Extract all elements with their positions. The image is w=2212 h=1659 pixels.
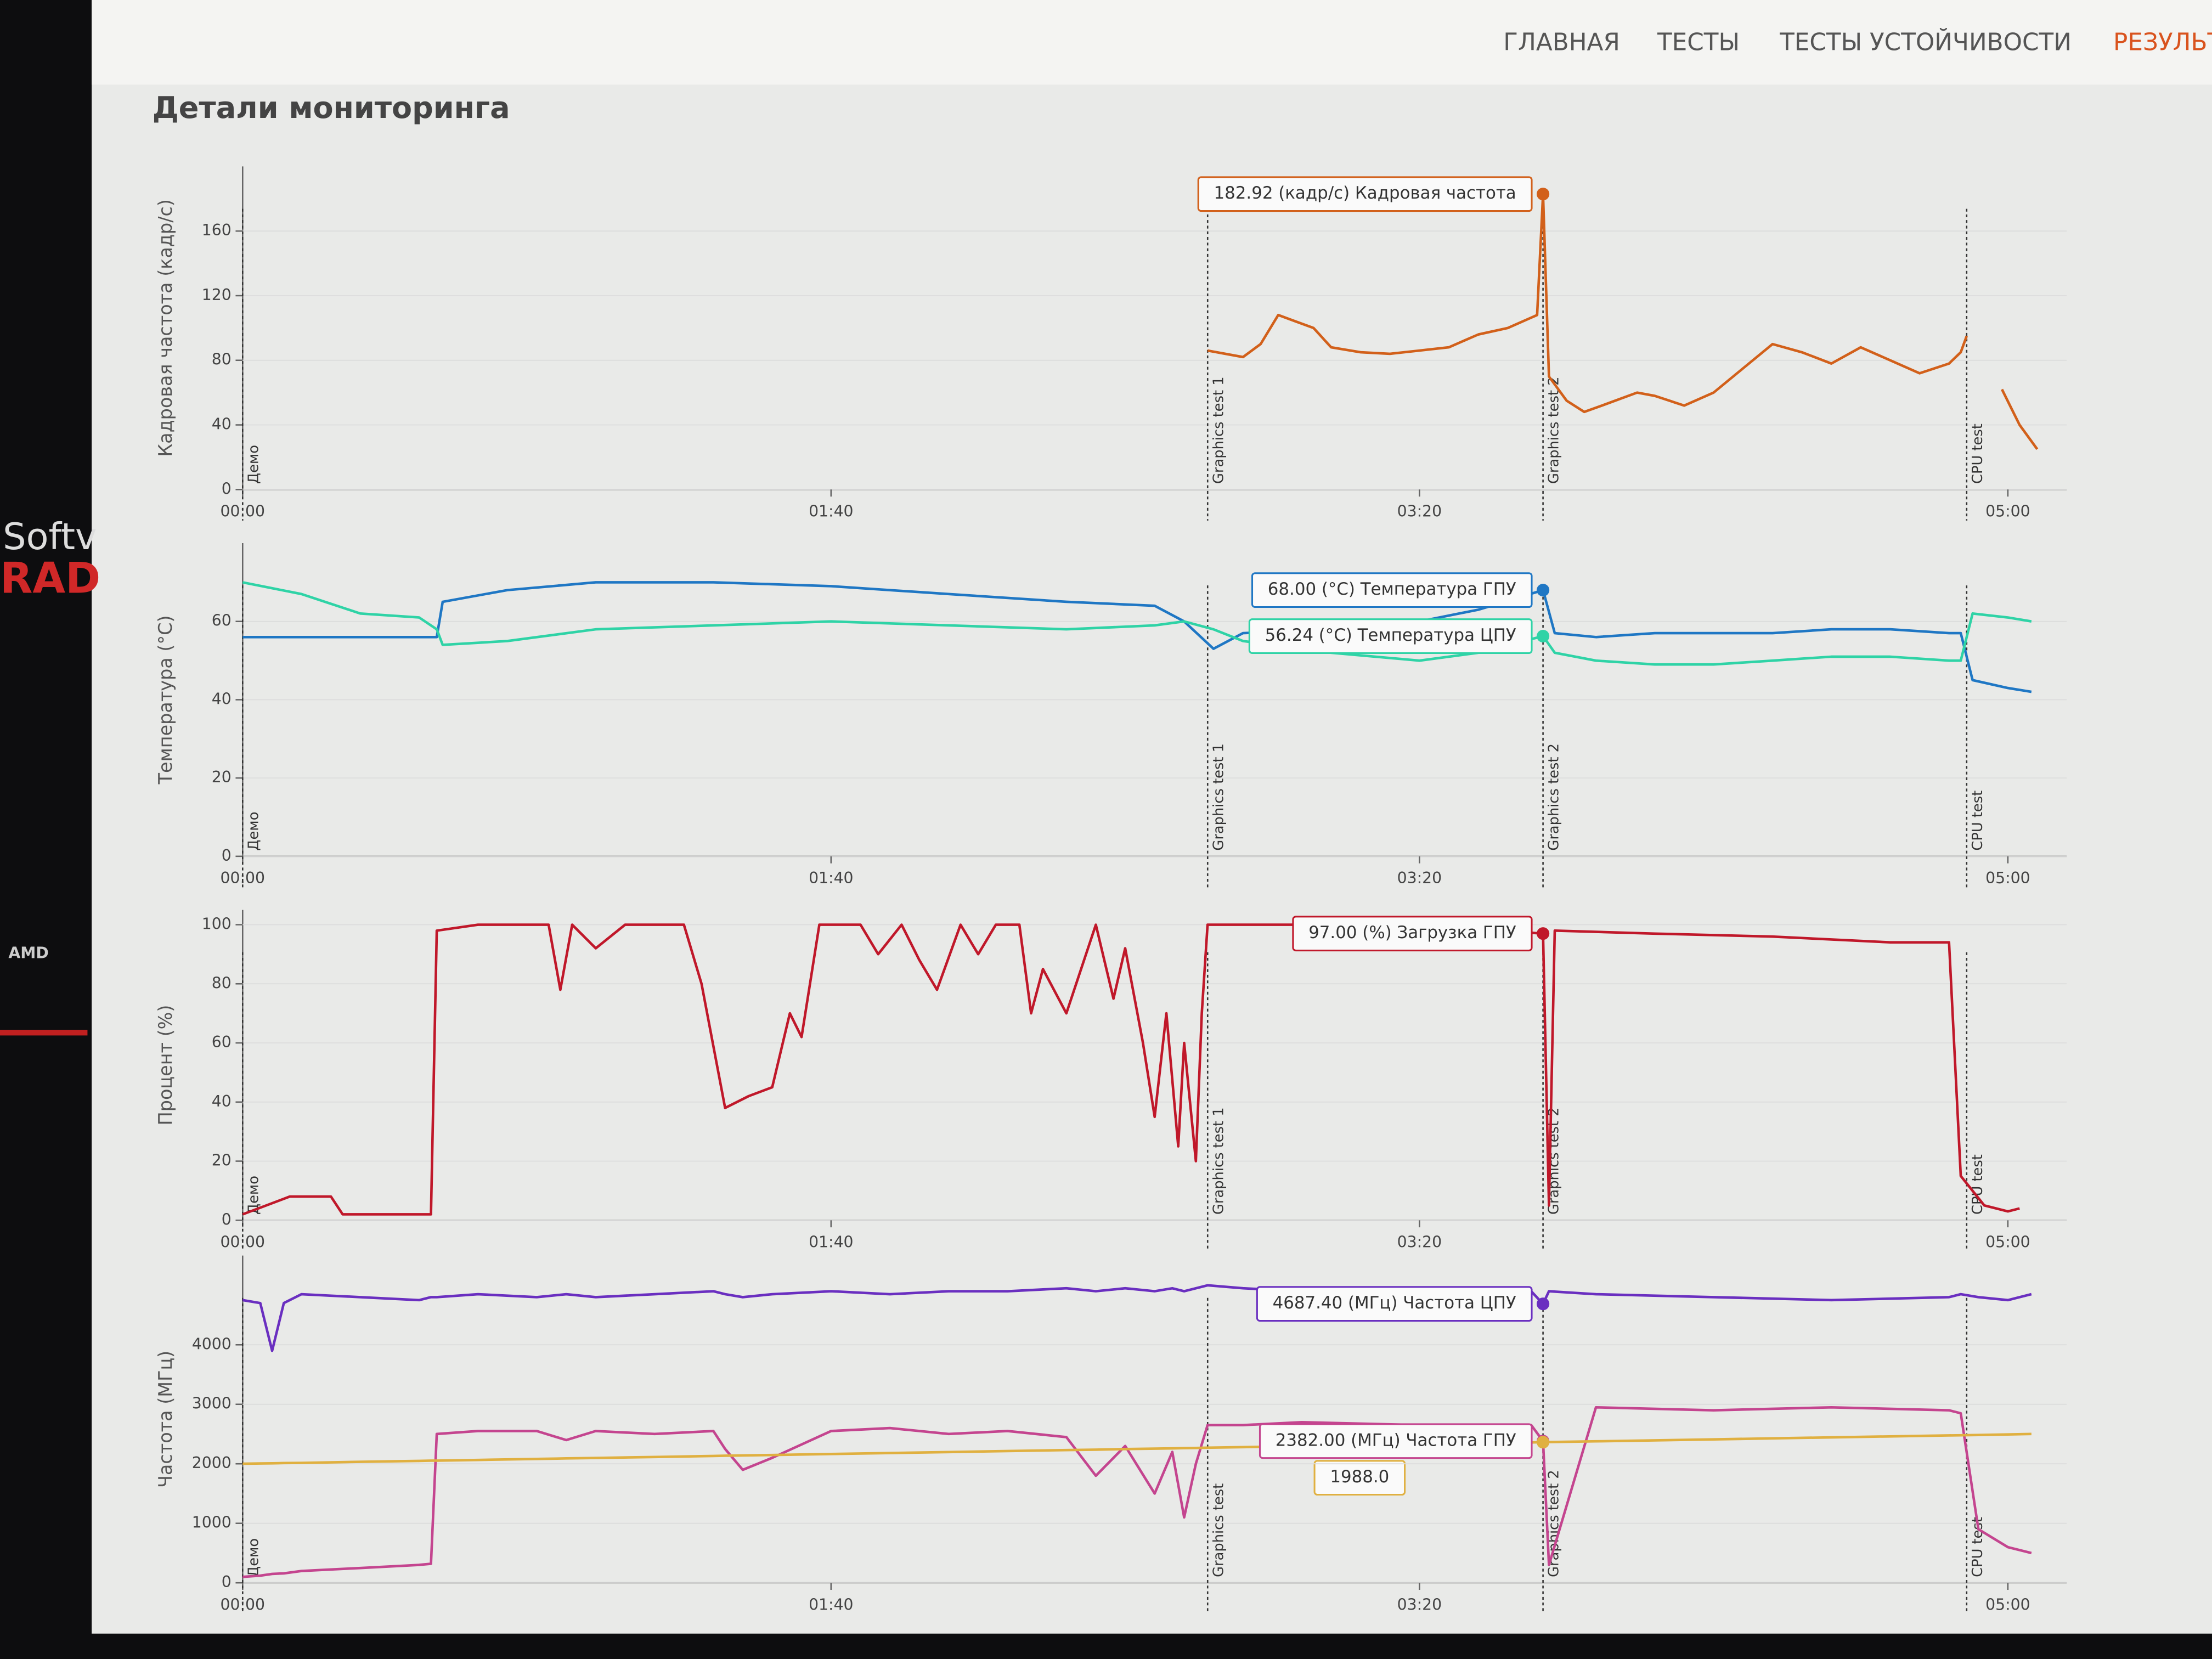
- x-tick-label: 05:00: [1985, 1595, 2030, 1613]
- tooltip-box: [1259, 1423, 1533, 1459]
- tooltip-text: 68.00 (°C) Температура ГПУ: [1268, 579, 1516, 599]
- y-tick-label: 0: [222, 479, 232, 498]
- tooltip-text: 4687.40 (МГц) Частота ЦПУ: [1273, 1293, 1516, 1313]
- x-tick-label: 01:40: [809, 502, 853, 520]
- hover-point: [1537, 1436, 1550, 1449]
- y-axis-title: Частота (МГц): [155, 1351, 176, 1488]
- tooltip-box: [1256, 1286, 1533, 1322]
- test-marker-label: Graphics test 2: [1546, 743, 1562, 851]
- x-tick-label: 00:00: [221, 869, 265, 887]
- test-marker-label: CPU test: [1970, 791, 1986, 851]
- y-tick-label: 1000: [192, 1514, 232, 1532]
- y-tick-label: 20: [212, 768, 232, 786]
- series-line: [242, 1406, 2032, 1578]
- top-nav: [92, 0, 2212, 85]
- nav-link[interactable]: ТЕСТЫ УСТОЙЧИВОСТИ: [1779, 27, 2072, 57]
- y-tick-label: 2000: [192, 1454, 232, 1472]
- y-tick-label: 160: [202, 221, 232, 239]
- y-axis-title: Кадровая частота (кадр/с): [155, 199, 176, 456]
- series-line: [242, 1432, 2032, 1465]
- x-tick-label: 01:40: [809, 1233, 853, 1251]
- test-marker-label: CPU test: [1970, 424, 1986, 484]
- hover-point: [1537, 1297, 1550, 1311]
- x-tick-label: 05:00: [1985, 1233, 2030, 1251]
- tooltip-box: [1248, 618, 1533, 654]
- hover-point: [1537, 927, 1550, 940]
- tooltip-text: 97.00 (%) Загрузка ГПУ: [1308, 923, 1516, 943]
- x-tick-label: 05:00: [1985, 869, 2030, 887]
- nav-link[interactable]: ГЛАВНАЯ: [1503, 29, 1620, 57]
- y-tick-label: 40: [212, 1092, 232, 1110]
- y-tick-label: 60: [212, 1033, 232, 1051]
- test-marker-label: Graphics test 1: [1210, 1107, 1227, 1215]
- y-tick-label: 20: [212, 1152, 232, 1170]
- tooltip-box: [1292, 916, 1533, 952]
- y-tick-label: 4000: [192, 1335, 232, 1353]
- background-text: AMD: [8, 944, 48, 962]
- series-line: [242, 923, 2020, 1216]
- x-tick-label: 03:20: [1397, 869, 1442, 887]
- hover-point: [1537, 188, 1550, 201]
- y-tick-label: 3000: [192, 1395, 232, 1413]
- test-marker-label: Демо: [245, 1538, 262, 1577]
- y-tick-label: 100: [202, 915, 232, 933]
- test-marker-label: Graphics test: [1210, 1483, 1227, 1577]
- y-tick-label: 80: [212, 974, 232, 992]
- y-tick-label: 0: [222, 1573, 232, 1591]
- tooltip-text: 2382.00 (МГц) Частота ГПУ: [1276, 1430, 1516, 1450]
- y-tick-label: 0: [222, 847, 232, 865]
- tooltip-box: [1197, 176, 1533, 212]
- x-tick-label: 03:20: [1397, 1595, 1442, 1613]
- nav-link[interactable]: РЕЗУЛЬТ: [2113, 29, 2212, 57]
- x-tick-label: 03:20: [1397, 1233, 1442, 1251]
- y-tick-label: 120: [202, 286, 232, 304]
- tooltip-box: [1313, 1460, 1406, 1496]
- test-marker-label: Демо: [245, 445, 262, 484]
- y-tick-label: 80: [212, 351, 232, 369]
- background-stripe: [0, 1030, 88, 1036]
- page-title: Детали мониторинга: [153, 91, 510, 125]
- tooltip-box: [1251, 572, 1533, 608]
- test-marker-label: Graphics test 2: [1546, 376, 1562, 484]
- y-tick-label: 0: [222, 1210, 232, 1228]
- series-line: [1207, 193, 2039, 450]
- hover-point: [1537, 584, 1550, 597]
- background-text: Softv: [3, 515, 97, 558]
- y-axis-title: Процент (%): [155, 1005, 176, 1126]
- x-tick-label: 01:40: [809, 1595, 853, 1613]
- tooltip-text: 182.92 (кадр/с) Кадровая частота: [1214, 183, 1516, 203]
- tooltip-text: 1988.0: [1330, 1467, 1389, 1487]
- hover-point: [1537, 629, 1550, 643]
- x-tick-label: 03:20: [1397, 502, 1442, 520]
- x-tick-label: 00:00: [221, 502, 265, 520]
- y-tick-label: 60: [212, 612, 232, 630]
- tooltip-text: 56.24 (°C) Температура ЦПУ: [1265, 625, 1516, 645]
- test-marker-label: Graphics test 1: [1210, 743, 1227, 851]
- nav-link[interactable]: ТЕСТЫ: [1657, 29, 1740, 57]
- test-marker-label: Демо: [245, 812, 262, 851]
- background-text: RAD: [0, 554, 100, 603]
- series-line: [242, 1284, 2032, 1352]
- page-background: [92, 0, 2212, 1634]
- y-tick-label: 40: [212, 415, 232, 433]
- y-axis-title: Температура (°C): [155, 615, 176, 785]
- x-tick-label: 05:00: [1985, 502, 2030, 520]
- y-tick-label: 40: [212, 690, 232, 708]
- x-tick-label: 01:40: [809, 869, 853, 887]
- test-marker-label: Graphics test 1: [1210, 376, 1227, 484]
